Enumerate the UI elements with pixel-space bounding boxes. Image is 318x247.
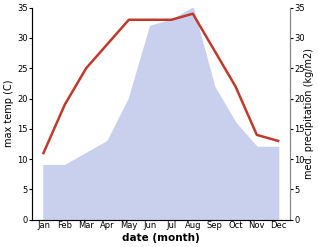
Y-axis label: med. precipitation (kg/m2): med. precipitation (kg/m2) [304, 48, 314, 179]
X-axis label: date (month): date (month) [122, 233, 200, 243]
Y-axis label: max temp (C): max temp (C) [4, 80, 14, 147]
